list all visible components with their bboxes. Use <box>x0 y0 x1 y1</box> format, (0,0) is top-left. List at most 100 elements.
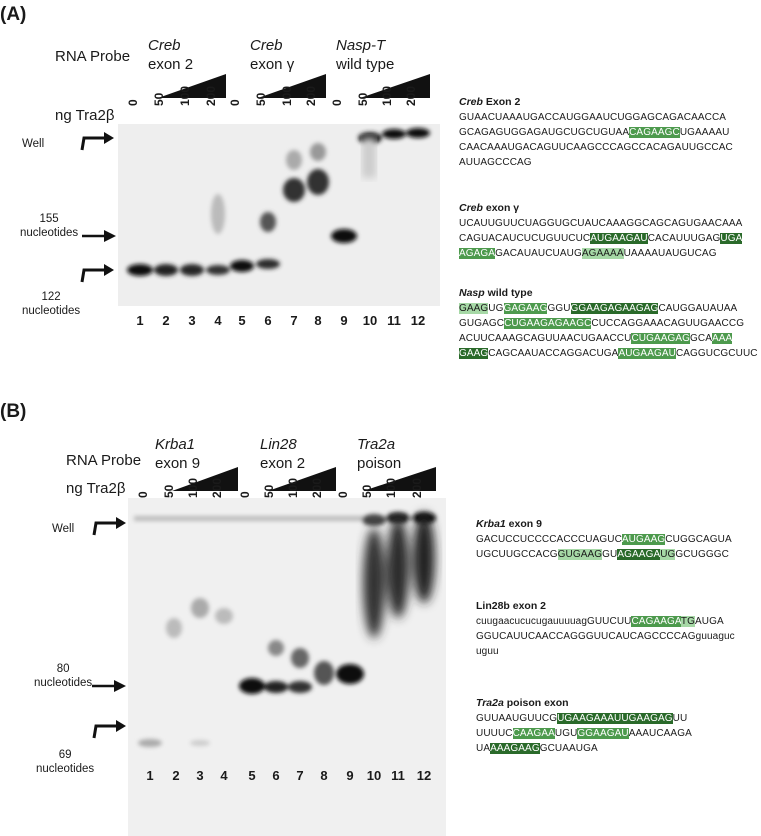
sequence-text: UGU <box>554 728 578 739</box>
sequence-text: GUAACUAAAUGACCAUGGAAUCUGGAGCAGACAACCA <box>459 112 727 123</box>
amount-label: 50 <box>162 484 176 498</box>
sequence-line: CAGUACAUCUCUGUUCUCAUGAAGAUCACAUUUGAGUGA <box>459 231 759 246</box>
amount-label: 200 <box>210 477 224 498</box>
lane-number: 6 <box>264 313 272 328</box>
amount-label: 50 <box>262 484 276 498</box>
sequence-text: AUGA <box>695 616 724 627</box>
sequence-text: UGAAAAU <box>679 127 730 138</box>
wedge-b-1 <box>172 467 238 491</box>
gel-a-upper-lane7 <box>286 150 302 170</box>
motif-highlight: AUGAAGAU <box>618 348 676 359</box>
gel-b-band-lane3 <box>190 740 210 746</box>
sequence-line: UUUUCCAAGAAUGUGGAAGAUAAAUCAAGA <box>476 726 761 741</box>
sequence-title: Creb Exon 2 <box>459 96 521 108</box>
amount-label: 50 <box>254 92 268 106</box>
marker-arrow-a-upper <box>82 230 116 242</box>
lane-number: 11 <box>391 768 405 783</box>
gel-b-smear-lane12 <box>413 513 435 603</box>
panel-b-probe-2: Lin28 exon 2 <box>260 436 306 472</box>
panel-b-tra-label: ng Tra2β <box>66 480 126 497</box>
amount-label: 100 <box>380 85 394 106</box>
sequence-title: Tra2a poison exon <box>476 697 569 709</box>
lane-number: 7 <box>296 768 304 783</box>
gel-a-band-lane3 <box>180 264 204 276</box>
marker-arrow-b-upper <box>92 680 126 692</box>
sequence-text: GCAGAGUGGAGAUGCUGCUGUAA <box>459 127 630 138</box>
panel-a-probe-1: Creb exon 2 <box>148 37 194 73</box>
motif-highlight: CUGAAGAG <box>631 333 691 344</box>
sequence-text: GCUGGGC <box>675 549 729 560</box>
lane-number: 5 <box>248 768 256 783</box>
lane-number: 3 <box>188 313 196 328</box>
marker-arrow-a-lower <box>80 264 114 283</box>
panel-b-marker-lower: 69 nucleotides <box>36 749 95 775</box>
lane-number: 3 <box>196 768 204 783</box>
sequence-line: GACUCCUCCCCACCCUAGUCAUGAAGCUGGCAGUA <box>476 532 761 547</box>
gel-b-shift-lane2 <box>166 618 182 638</box>
sequence-text: CAUGGAUAUAA <box>658 303 738 314</box>
motif-highlight: GGAAGAU <box>577 728 629 739</box>
sequence-line: CAACAAAUGACAGUUCAAGCCCAGCCACAGAUUGCCAC <box>459 140 759 155</box>
gel-a-shift-lane6 <box>260 212 276 232</box>
sequence-text: CAGUACAUCUCUGUUCUC <box>459 233 591 244</box>
gel-a-shift-lane8 <box>307 169 329 195</box>
lane-number: 6 <box>272 768 280 783</box>
amount-label: 50 <box>356 92 370 106</box>
sequence-block: Creb exon γ UCAUUGUUCUAGGUGCUAUCAAAGGCAGC… <box>459 202 759 261</box>
gel-b-band-lane9 <box>336 664 364 684</box>
sequence-line: UCAUUGUUCUAGGUGCUAUCAAAGGCAGCAGUGAACAAA <box>459 216 759 231</box>
sequence-block: Krba1 exon 9 GACUCCUCCCCACCCUAGUCAUGAAGCU… <box>476 518 761 562</box>
wedge-b-3 <box>363 467 436 491</box>
gel-a-band-lane6 <box>256 259 280 269</box>
motif-highlight: UGAAGAG <box>621 713 673 724</box>
lane-number: 10 <box>366 768 382 783</box>
well-arrow-a <box>80 132 114 151</box>
panel-a-sequences: Creb Exon 2 GUAACUAAAUGACCAUGGAAUCUGGAGCA… <box>459 96 759 361</box>
panel-b-probe-title: RNA Probe <box>66 452 142 469</box>
gel-b-shift-lane8 <box>314 661 334 685</box>
sequence-text: GGUCAUUCAACCAGGGUUCAUCAGCCCCAGguuaguc <box>476 631 735 642</box>
motif-highlight: AGAGA <box>459 248 496 259</box>
sequence-text: cuugaacucucugauuuuagGUUCUU <box>476 616 632 627</box>
amount-label: 50 <box>152 92 166 106</box>
gel-b-band-lane7 <box>288 681 312 693</box>
sequence-text: CUGGCAGUA <box>665 534 732 545</box>
gel-a-well-lane11 <box>382 129 406 139</box>
sequence-line: GUGAGCCUGAAGAGAAGCCUCCAGGAAACAGUUGAACCG <box>459 316 759 331</box>
gel-a-shift-lane7 <box>283 178 305 202</box>
amount-label: 200 <box>304 85 318 106</box>
amount-label: 100 <box>286 477 300 498</box>
wedge-b-2 <box>268 467 336 491</box>
gel-a-band-lane4 <box>206 265 230 275</box>
lane-number: 9 <box>346 768 354 783</box>
panel-b-probe-3: Tra2a poison <box>357 436 402 472</box>
gel-a-upper-lane8 <box>310 143 326 161</box>
amount-label: 50 <box>360 484 374 498</box>
sequence-title: Creb exon γ <box>459 202 520 214</box>
motif-highlight: AUGAAG <box>621 534 666 545</box>
sequence-block: Creb Exon 2 GUAACUAAAUGACCAUGGAAUCUGGAGCA… <box>459 96 759 170</box>
panel-a-tra-label: ng Tra2β <box>55 107 115 124</box>
wedge-a-1 <box>158 74 226 98</box>
sequence-block: Nasp wild type GAAGUGGAGAAGGGUGGAAGAGAAGA… <box>459 287 759 361</box>
gel-a <box>118 124 440 306</box>
gel-a-band-lane1 <box>127 264 153 276</box>
sequence-line: uguu <box>476 644 761 659</box>
sequence-line: GCAGAGUGGAGAUGCUGCUGUAACAGAAGCUGAAAAU <box>459 125 759 140</box>
sequence-line: AGAGAGACAUAUCUAUGAGAAAAUAAAAUAUGUCAG <box>459 246 759 261</box>
amount-label: 200 <box>204 85 218 106</box>
motif-highlight: AUGAAGAU <box>590 233 648 244</box>
gel-a-band-lane5 <box>230 260 254 272</box>
gel-a-band-lane2 <box>154 264 178 276</box>
motif-highlight: AAA <box>712 333 733 344</box>
sequence-text: AUUAGCCCAG <box>459 157 532 168</box>
gel-b-shift-lane6 <box>268 640 284 656</box>
amount-label: 0 <box>336 491 350 498</box>
motif-highlight: GUGAAG <box>557 549 603 560</box>
sequence-title: Krba1 exon 9 <box>476 518 542 530</box>
panel-a-marker-lower: 122 nucleotides <box>22 291 81 317</box>
sequence-text: AAAUCAAGA <box>628 728 692 739</box>
sequence-line: GGUCAUUCAACCAGGGUUCAUCAGCCCCAGguuaguc <box>476 629 761 644</box>
gel-b-shift-lane7 <box>291 648 309 668</box>
panel-b-marker-upper: 80 nucleotides <box>34 663 93 689</box>
